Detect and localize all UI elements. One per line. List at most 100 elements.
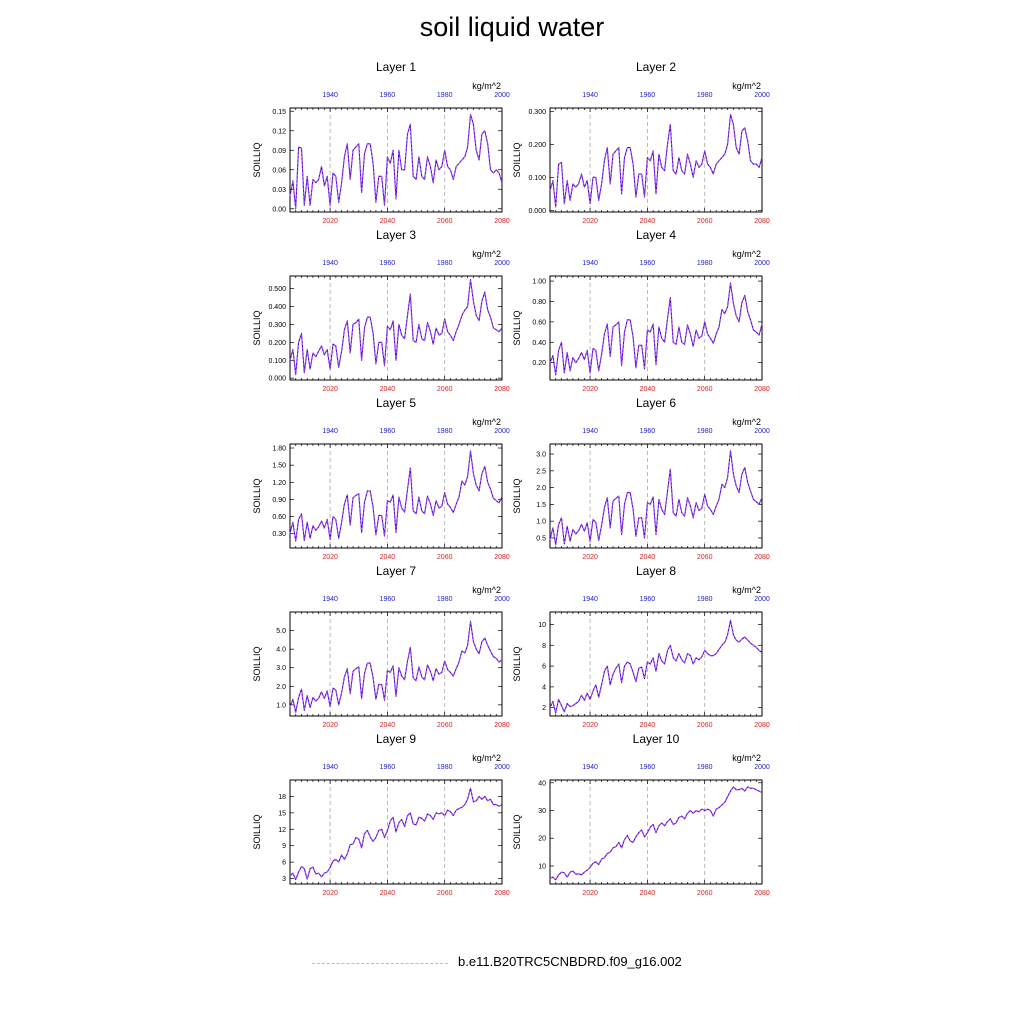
layer-10-y-tick-label: 30 <box>538 808 546 815</box>
layer-7-title: Layer 7 <box>376 564 416 578</box>
layer-1-series-dash <box>289 114 503 209</box>
layer-3-bottom-tick-label: 2080 <box>494 386 510 393</box>
layer-4-y-label: SOILLIQ <box>512 310 522 345</box>
layer-3-title: Layer 3 <box>376 228 416 242</box>
layer-4-bottom-tick-label: 2060 <box>697 386 713 393</box>
layer-9-y-tick-label: 9 <box>282 843 286 850</box>
layer-5-y-tick-label: 1.50 <box>272 463 286 470</box>
layer-5-plot-frame <box>289 443 503 549</box>
layer-5-bottom-tick-label: 2040 <box>380 554 396 561</box>
layer-6-y-tick-label: 1.5 <box>536 502 546 509</box>
layer-2-bottom-tick-label: 2020 <box>582 218 598 225</box>
layer-8-bottom-tick-label: 2020 <box>582 722 598 729</box>
layer-1-title: Layer 1 <box>376 60 416 74</box>
layer-6-bottom-tick-label: 2060 <box>697 554 713 561</box>
layer-7-bottom-tick-label: 2080 <box>494 722 510 729</box>
layer-7-y-tick-label: 2.0 <box>276 684 286 691</box>
layer-2-units: kg/m^2 <box>732 81 761 91</box>
layer-6-top-tick-label: 1980 <box>697 428 713 435</box>
layer-7-y-tick-label: 3.0 <box>276 665 286 672</box>
layer-6-plot-frame <box>549 443 763 549</box>
layer-8-plot-frame <box>549 611 763 717</box>
layer-1-plot-frame <box>289 107 503 213</box>
layer-6-top-tick-label: 1960 <box>640 428 656 435</box>
layer-4-y-tick-label: 0.20 <box>532 360 546 367</box>
layer-10-bottom-tick-label: 2040 <box>640 890 656 897</box>
layer-3-top-tick-label: 1980 <box>437 260 453 267</box>
layer-7-y-tick-label: 1.0 <box>276 702 286 709</box>
layer-1-top-tick-label: 2000 <box>494 92 510 99</box>
layer-1-y-label: SOILLIQ <box>252 142 262 177</box>
layer-5-units: kg/m^2 <box>472 417 501 427</box>
layer-10-units: kg/m^2 <box>732 753 761 763</box>
layer-2-plot-frame <box>549 107 763 213</box>
layer-1-bottom-tick-label: 2080 <box>494 218 510 225</box>
layer-7-y-tick-label: 4.0 <box>276 647 286 654</box>
legend: b.e11.B20TRC5CNBDRD.f09_g16.002 <box>312 950 732 976</box>
layer-7-bottom-tick-label: 2020 <box>322 722 338 729</box>
layer-3-y-label: SOILLIQ <box>252 310 262 345</box>
layer-9-bottom-tick-label: 2020 <box>322 890 338 897</box>
layer-2-top-tick-label: 1940 <box>582 92 598 99</box>
layer-9-bottom-tick-label: 2040 <box>380 890 396 897</box>
layer-5-bottom-tick-label: 2080 <box>494 554 510 561</box>
layer-7-plot-frame <box>289 611 503 717</box>
layer-7-series-dash <box>289 621 503 713</box>
layer-3-y-tick-label: 0.400 <box>268 304 286 311</box>
layer-6-series-line <box>549 450 763 546</box>
layer-4-top-tick-label: 1980 <box>697 260 713 267</box>
layer-2-bottom-tick-label: 2040 <box>640 218 656 225</box>
layer-4-bottom-tick-label: 2040 <box>640 386 656 393</box>
layer-9-y-tick-label: 6 <box>282 860 286 867</box>
layer-2-y-tick-label: 0.200 <box>528 142 546 149</box>
layer-4-series-line <box>549 282 763 376</box>
layer-9-bottom-tick-label: 2080 <box>494 890 510 897</box>
layer-5-bottom-tick-label: 2060 <box>437 554 453 561</box>
layer-4-title: Layer 4 <box>636 228 676 242</box>
layer-2-top-tick-label: 2000 <box>754 92 770 99</box>
layer-9-top-tick-label: 1940 <box>322 764 338 771</box>
layer-10-top-tick-label: 2000 <box>754 764 770 771</box>
layer-5-y-tick-label: 1.20 <box>272 480 286 487</box>
layer-1-top-tick-label: 1960 <box>380 92 396 99</box>
layer-10-y-tick-label: 10 <box>538 863 546 870</box>
layer-10-series-line <box>549 786 763 881</box>
layer-6-series-dash <box>549 450 763 545</box>
layer-5-top-tick-label: 1960 <box>380 428 396 435</box>
layer-4-top-tick-label: 1960 <box>640 260 656 267</box>
layer-3-y-tick-label: 0.200 <box>268 340 286 347</box>
layer-6-y-label: SOILLIQ <box>512 478 522 513</box>
layer-10-bottom-tick-label: 2080 <box>754 890 770 897</box>
layer-10-y-label: SOILLIQ <box>512 814 522 849</box>
layer-7-top-tick-label: 1960 <box>380 596 396 603</box>
legend-line-marker <box>312 963 448 964</box>
layer-1-units: kg/m^2 <box>472 81 501 91</box>
layer-1-top-tick-label: 1980 <box>437 92 453 99</box>
layer-2-bottom-tick-label: 2060 <box>697 218 713 225</box>
layer-1-bottom-tick-label: 2040 <box>380 218 396 225</box>
layer-4-bottom-tick-label: 2080 <box>754 386 770 393</box>
layer-8-y-label: SOILLIQ <box>512 646 522 681</box>
layer-8-y-tick-label: 2 <box>542 705 546 712</box>
layer-10-bottom-tick-label: 2060 <box>697 890 713 897</box>
layer-5-title: Layer 5 <box>376 396 416 410</box>
layer-2-top-tick-label: 1980 <box>697 92 713 99</box>
layer-8-bottom-tick-label: 2060 <box>697 722 713 729</box>
layer-6-y-tick-label: 0.5 <box>536 535 546 542</box>
layer-1-y-tick-label: 0.00 <box>272 206 286 213</box>
layer-10-y-tick-label: 20 <box>538 836 546 843</box>
layer-3-y-tick-label: 0.100 <box>268 358 286 365</box>
layer-3-top-tick-label: 1960 <box>380 260 396 267</box>
layer-6-title: Layer 6 <box>636 396 676 410</box>
layer-1-bottom-tick-label: 2060 <box>437 218 453 225</box>
layer-5-y-tick-label: 0.60 <box>272 514 286 521</box>
layer-5-y-label: SOILLIQ <box>252 478 262 513</box>
layer-1-y-tick-label: 0.03 <box>272 187 286 194</box>
layer-8-top-tick-label: 2000 <box>754 596 770 603</box>
layer-3-series-dash <box>289 279 503 375</box>
layer-10-top-tick-label: 1980 <box>697 764 713 771</box>
layer-5-y-tick-label: 1.80 <box>272 446 286 453</box>
layer-9-units: kg/m^2 <box>472 753 501 763</box>
layer-1-y-tick-label: 0.06 <box>272 167 286 174</box>
layer-4-top-tick-label: 2000 <box>754 260 770 267</box>
